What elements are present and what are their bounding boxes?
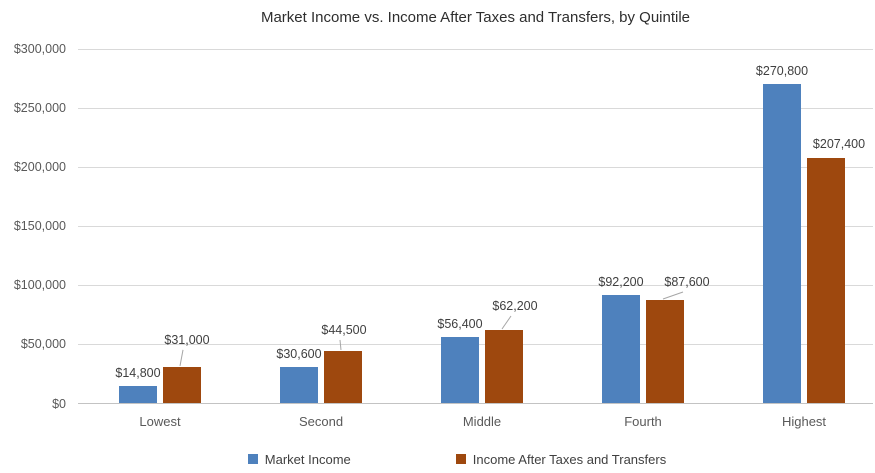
legend: Market Income Income After Taxes and Tran… <box>78 448 836 470</box>
bar-market-income <box>280 367 318 404</box>
bar-income-after-taxes <box>646 299 684 404</box>
gridline <box>78 225 873 227</box>
data-label: $31,000 <box>164 332 210 347</box>
bar-market-income <box>602 294 640 404</box>
data-label: $30,600 <box>276 347 322 362</box>
x-axis-line <box>78 403 873 404</box>
x-category-label: Fourth <box>624 414 662 429</box>
data-label: $62,200 <box>492 299 538 313</box>
legend-item: Market Income <box>247 451 351 467</box>
y-tick-label: $50,000 <box>20 337 66 352</box>
bar-income-after-taxes <box>324 350 362 404</box>
y-tick-label: $250,000 <box>13 101 66 116</box>
gridline <box>78 166 873 168</box>
x-category-label: Second <box>298 414 344 429</box>
y-tick-label: $0 <box>52 396 66 411</box>
label-leader-line <box>179 349 184 366</box>
bar-income-after-taxes <box>163 366 201 404</box>
chart-title: Market Income vs. Income After Taxes and… <box>260 9 691 26</box>
legend-swatch <box>247 454 258 464</box>
legend-label: Income After Taxes and Transfers <box>472 451 667 467</box>
y-tick-label: $200,000 <box>13 160 66 175</box>
bar-income-after-taxes <box>807 158 845 404</box>
legend-label: Market Income <box>264 451 351 467</box>
data-label: $87,600 <box>664 274 710 289</box>
data-label: $56,400 <box>437 316 483 331</box>
legend-item: Income After Taxes and Transfers <box>455 451 667 467</box>
label-leader-line <box>662 291 684 300</box>
data-label: $44,500 <box>321 322 367 337</box>
data-label: $207,400 <box>812 137 866 152</box>
data-label: $14,800 <box>115 366 161 380</box>
data-label: $270,800 <box>755 63 809 78</box>
y-tick-label: $150,000 <box>13 219 66 234</box>
y-tick-label: $100,000 <box>13 278 66 293</box>
bar-income-after-taxes <box>485 330 523 404</box>
y-tick-label: $300,000 <box>13 42 66 56</box>
x-category-label: Lowest <box>139 414 181 429</box>
gridline <box>78 48 873 50</box>
bar-market-income <box>119 386 157 404</box>
label-leader-line <box>339 339 342 350</box>
bar-market-income <box>441 336 479 404</box>
gridline <box>78 107 873 109</box>
bar-market-income <box>763 83 801 404</box>
legend-swatch <box>455 454 466 464</box>
x-category-label: Middle <box>462 414 502 429</box>
gridline <box>78 284 873 286</box>
data-label: $92,200 <box>598 274 644 289</box>
label-leader-line <box>501 315 512 330</box>
x-category-label: Highest <box>781 414 827 429</box>
